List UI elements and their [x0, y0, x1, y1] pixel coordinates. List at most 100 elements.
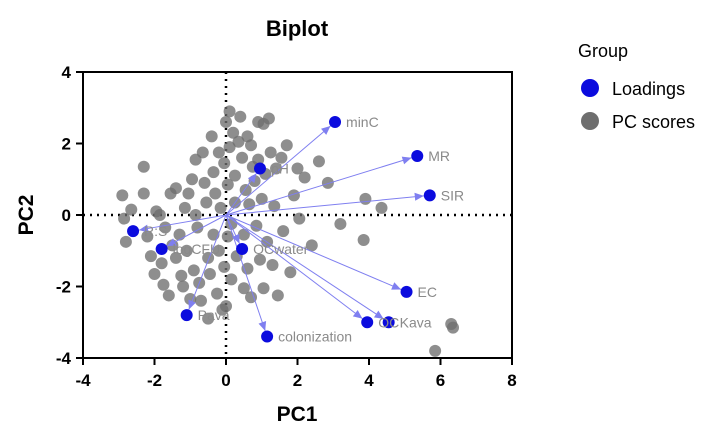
pc-score-point: [186, 173, 199, 186]
loading-arrow: [138, 214, 227, 231]
loading-label: OC: [378, 314, 399, 330]
pc-score-point: [221, 230, 234, 243]
pc-score-point: [228, 169, 241, 182]
loading-arrow: [225, 214, 266, 332]
loading-point: [253, 162, 266, 175]
pc-scores-layer: [116, 105, 460, 357]
loading-arrowhead: [247, 173, 257, 183]
pc-score-point: [203, 267, 216, 280]
loading-label: Pava: [198, 307, 230, 323]
pc-score-point: [200, 196, 213, 209]
loading-label: SIR: [441, 187, 464, 203]
pc-score-point: [177, 280, 190, 293]
pc-score-point: [225, 273, 238, 286]
loading-arrow: [225, 214, 384, 320]
pc-score-point: [144, 250, 157, 263]
loading-label: MR: [428, 148, 450, 164]
pc-score-point: [221, 178, 234, 191]
loading-arrowhead: [188, 299, 196, 310]
y-axis-ticks: -4 -2 0 2 4: [56, 63, 83, 368]
pc-score-point: [264, 146, 277, 159]
loading-arrowhead: [258, 321, 267, 331]
loading-arrowhead: [232, 233, 240, 244]
pc-score-point: [223, 105, 236, 118]
pc-score-point: [275, 151, 288, 164]
loading-arrow: [188, 214, 227, 310]
legend-label-loadings: Loadings: [612, 79, 685, 99]
pc-score-point: [321, 176, 334, 189]
loading-label: R:S: [144, 223, 167, 239]
pc-score-point: [125, 203, 138, 216]
pc-score-point: [268, 200, 281, 213]
loading-label: minC: [346, 114, 379, 130]
pc-score-point: [155, 257, 168, 270]
pc-score-point: [148, 267, 161, 280]
pc-score-point: [175, 269, 188, 282]
pc-score-point: [241, 262, 254, 275]
legend-label-pc-scores: PC scores: [612, 112, 695, 132]
pc-score-point: [255, 192, 268, 205]
loading-label: OCwater: [253, 241, 309, 257]
pc-score-point: [182, 187, 195, 200]
loading-label: logCFU: [173, 241, 220, 257]
loading-arrow: [225, 157, 412, 216]
pc-score-point: [220, 300, 232, 313]
pc-score-point: [153, 209, 166, 221]
pc-score-point: [245, 139, 258, 152]
y-tick-label: -2: [56, 278, 71, 297]
pc-score-point: [237, 228, 250, 241]
pc-score-point: [202, 251, 215, 264]
loading-arrow: [225, 125, 331, 216]
loading-point: [236, 242, 249, 255]
pc-score-point: [212, 146, 225, 159]
pc-score-point: [305, 239, 318, 252]
pc-score-point: [141, 230, 154, 243]
pc-score-point: [178, 201, 191, 214]
pc-score-point: [447, 321, 460, 334]
loading-arrow: [225, 195, 424, 216]
pc-score-point: [287, 189, 300, 202]
pc-score-point: [243, 198, 256, 211]
pc-score-point: [194, 294, 207, 307]
pc-score-point: [119, 235, 132, 248]
loading-point: [127, 225, 140, 238]
pc-score-point: [257, 282, 270, 295]
pc-score-point: [202, 312, 215, 325]
pc-score-point: [312, 155, 325, 168]
pc-score-point: [191, 221, 204, 234]
pc-score-point: [227, 126, 240, 139]
loading-arrow: [225, 214, 363, 320]
x-axis-ticks: -4 -2 0 2 4 6 8: [75, 358, 517, 390]
pc-score-point: [334, 217, 347, 230]
legend-title: Group: [578, 41, 628, 61]
pc-score-point: [205, 130, 218, 143]
y-tick-label: 0: [62, 206, 71, 225]
pc-score-point: [209, 187, 222, 200]
pc-score-point: [234, 110, 247, 123]
pc-score-point: [157, 278, 170, 291]
loading-arrowhead: [401, 156, 412, 165]
x-tick-label: -4: [75, 371, 91, 390]
x-tick-label: 2: [293, 371, 302, 390]
pc-score-point: [189, 209, 202, 221]
loading-label: pH: [271, 161, 289, 177]
y-tick-label: -4: [56, 349, 72, 368]
pc-score-point: [169, 251, 182, 264]
y-axis-title: PC2: [15, 195, 38, 236]
pc-score-point: [211, 287, 224, 300]
pc-score-point: [245, 291, 258, 304]
loading-label: Kava: [400, 314, 432, 330]
x-tick-label: 8: [507, 371, 516, 390]
pc-score-point: [137, 160, 150, 173]
pc-score-point: [293, 212, 306, 225]
loading-point: [382, 316, 395, 329]
pc-score-point: [198, 176, 211, 189]
pc-score-point: [277, 225, 290, 238]
pc-score-point: [375, 201, 388, 214]
pc-score-point: [212, 244, 225, 257]
loading-arrowhead: [391, 282, 402, 290]
pc-score-point: [298, 171, 311, 184]
pc-score-point: [429, 344, 442, 357]
pc-score-point: [223, 141, 236, 154]
